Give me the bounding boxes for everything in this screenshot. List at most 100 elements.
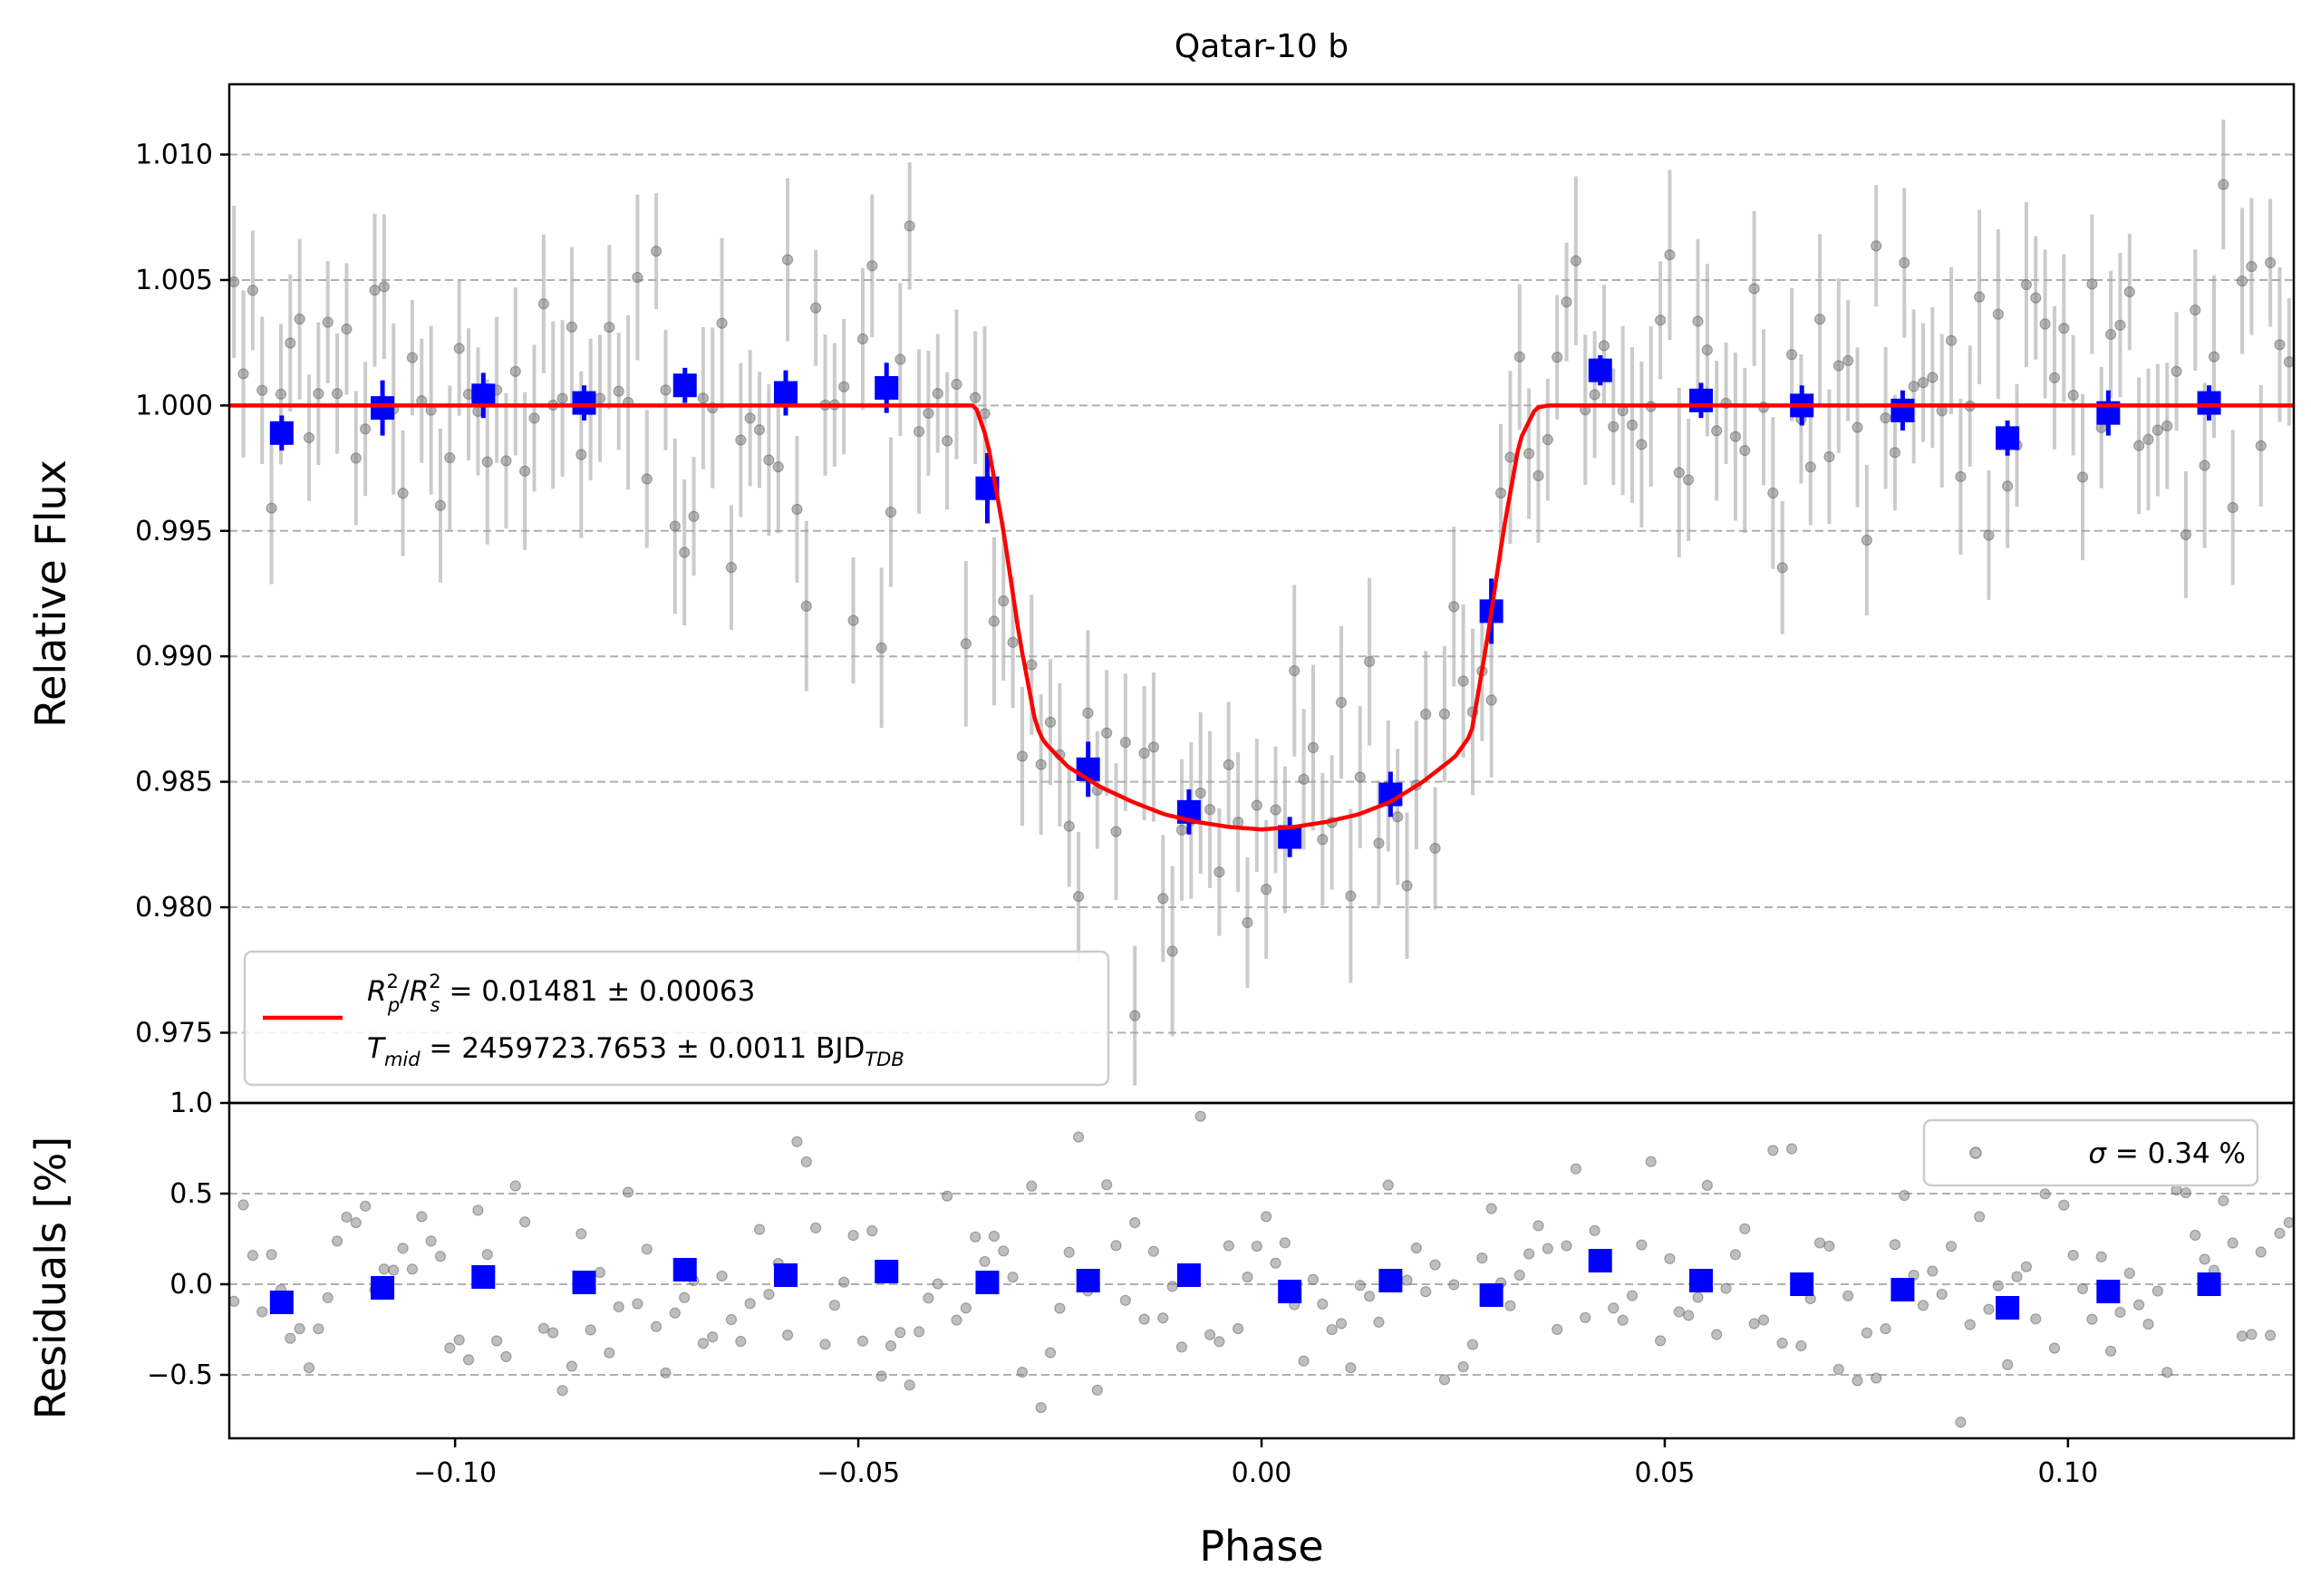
residual-raw-point <box>960 1302 972 1314</box>
residual-raw-point <box>453 1334 465 1346</box>
raw-point <box>1157 893 1169 904</box>
raw-point <box>660 384 672 396</box>
raw-point <box>256 384 268 396</box>
raw-point <box>2142 433 2154 446</box>
residual-raw-point <box>923 1292 934 1304</box>
residual-raw-point <box>2020 1261 2032 1272</box>
raw-point <box>275 388 287 401</box>
raw-point <box>1917 377 1929 389</box>
residual-raw-point <box>1871 1372 1882 1384</box>
raw-point <box>791 503 803 516</box>
residual-raw-point <box>1335 1318 1348 1330</box>
raw-point <box>1251 799 1262 811</box>
residual-raw-point <box>256 1306 268 1318</box>
raw-point <box>2236 276 2248 287</box>
residual-raw-point <box>1448 1279 1460 1291</box>
raw-point <box>1748 283 1760 295</box>
raw-point <box>1392 811 1404 823</box>
residual-raw-point <box>1054 1302 1066 1314</box>
residual-raw-point <box>2283 1216 2295 1229</box>
raw-point <box>1261 884 1272 895</box>
residual-raw-point <box>2123 1267 2135 1279</box>
raw-point <box>2265 256 2277 269</box>
flux-y-tick-label: 0.990 <box>135 641 213 672</box>
raw-point <box>1035 759 1047 770</box>
residual-raw-point <box>1317 1298 1329 1310</box>
raw-point <box>2133 440 2145 451</box>
raw-point <box>763 454 775 466</box>
residual-raw-point <box>613 1301 624 1313</box>
residual-binned-point <box>1378 1269 1403 1292</box>
raw-point <box>1871 240 1882 252</box>
legend-t-symbol: T <box>367 1032 386 1065</box>
raw-point <box>1485 694 1497 706</box>
raw-point <box>1626 419 1639 431</box>
residual-raw-point <box>951 1314 962 1326</box>
raw-point <box>894 353 906 365</box>
residual-raw-point <box>1589 1224 1600 1236</box>
binned-point <box>371 396 395 421</box>
raw-point <box>1147 741 1160 753</box>
raw-point <box>2020 278 2032 291</box>
residual-raw-point <box>444 1342 456 1354</box>
raw-point <box>1317 834 1329 846</box>
raw-point <box>1552 352 1563 363</box>
raw-point <box>875 642 887 653</box>
residual-binned-point <box>1176 1263 1201 1287</box>
raw-point <box>444 451 456 464</box>
raw-point <box>1129 1010 1141 1021</box>
residual-raw-point <box>500 1350 512 1362</box>
raw-point <box>303 431 315 444</box>
residual-raw-point <box>716 1270 728 1282</box>
raw-point <box>1214 866 1225 878</box>
flux-y-tick-label: 0.980 <box>135 892 213 924</box>
residual-raw-point <box>660 1367 672 1378</box>
phase-x-axis-label: Phase <box>1199 1522 1323 1571</box>
residual-binned-point <box>1790 1272 1814 1296</box>
residual-raw-point <box>988 1230 1000 1243</box>
raw-point <box>1513 351 1525 363</box>
residual-binned-point <box>471 1265 496 1289</box>
residual-binned-point <box>1588 1249 1612 1272</box>
residual-raw-point <box>970 1231 981 1243</box>
raw-point <box>735 434 747 446</box>
raw-point <box>810 302 822 314</box>
raw-point <box>1523 448 1535 459</box>
binned-point <box>1996 426 2020 450</box>
raw-point <box>1438 708 1451 720</box>
residual-raw-point <box>594 1266 606 1279</box>
residual-raw-point <box>847 1229 859 1242</box>
raw-point <box>1842 354 1854 367</box>
residual-raw-point <box>2095 1251 2107 1262</box>
residual-raw-point <box>1363 1291 1376 1302</box>
legend-tmid-text: Tmid = 2459723.7653 ± 0.0011 BJDTDB <box>367 1032 904 1070</box>
residual-raw-point <box>397 1243 409 1254</box>
raw-point <box>2123 285 2135 298</box>
raw-point <box>556 392 568 404</box>
residual-raw-point <box>1204 1329 1216 1340</box>
binned-point <box>875 375 899 400</box>
raw-point <box>2246 260 2258 273</box>
raw-point <box>753 424 766 436</box>
residual-raw-point <box>2086 1313 2098 1325</box>
raw-point <box>537 298 549 310</box>
residual-raw-point <box>1983 1303 1995 1315</box>
flux-y-tick-label: 0.975 <box>135 1017 213 1049</box>
residual-raw-point <box>763 1289 775 1301</box>
residual-raw-point <box>1608 1302 1620 1314</box>
residual-raw-point <box>651 1320 662 1332</box>
raw-point <box>2067 390 2079 401</box>
residual-raw-point <box>285 1332 296 1344</box>
residual-raw-point <box>679 1291 691 1303</box>
residual-raw-point <box>2246 1329 2258 1340</box>
residual-raw-point <box>2104 1345 2117 1357</box>
raw-point <box>2161 420 2173 432</box>
raw-point <box>1044 716 1057 728</box>
raw-point <box>1832 360 1844 372</box>
raw-point <box>1880 412 1891 424</box>
residual-raw-point <box>519 1216 531 1228</box>
residual-raw-point <box>697 1338 710 1349</box>
residual-raw-point <box>2190 1229 2201 1242</box>
